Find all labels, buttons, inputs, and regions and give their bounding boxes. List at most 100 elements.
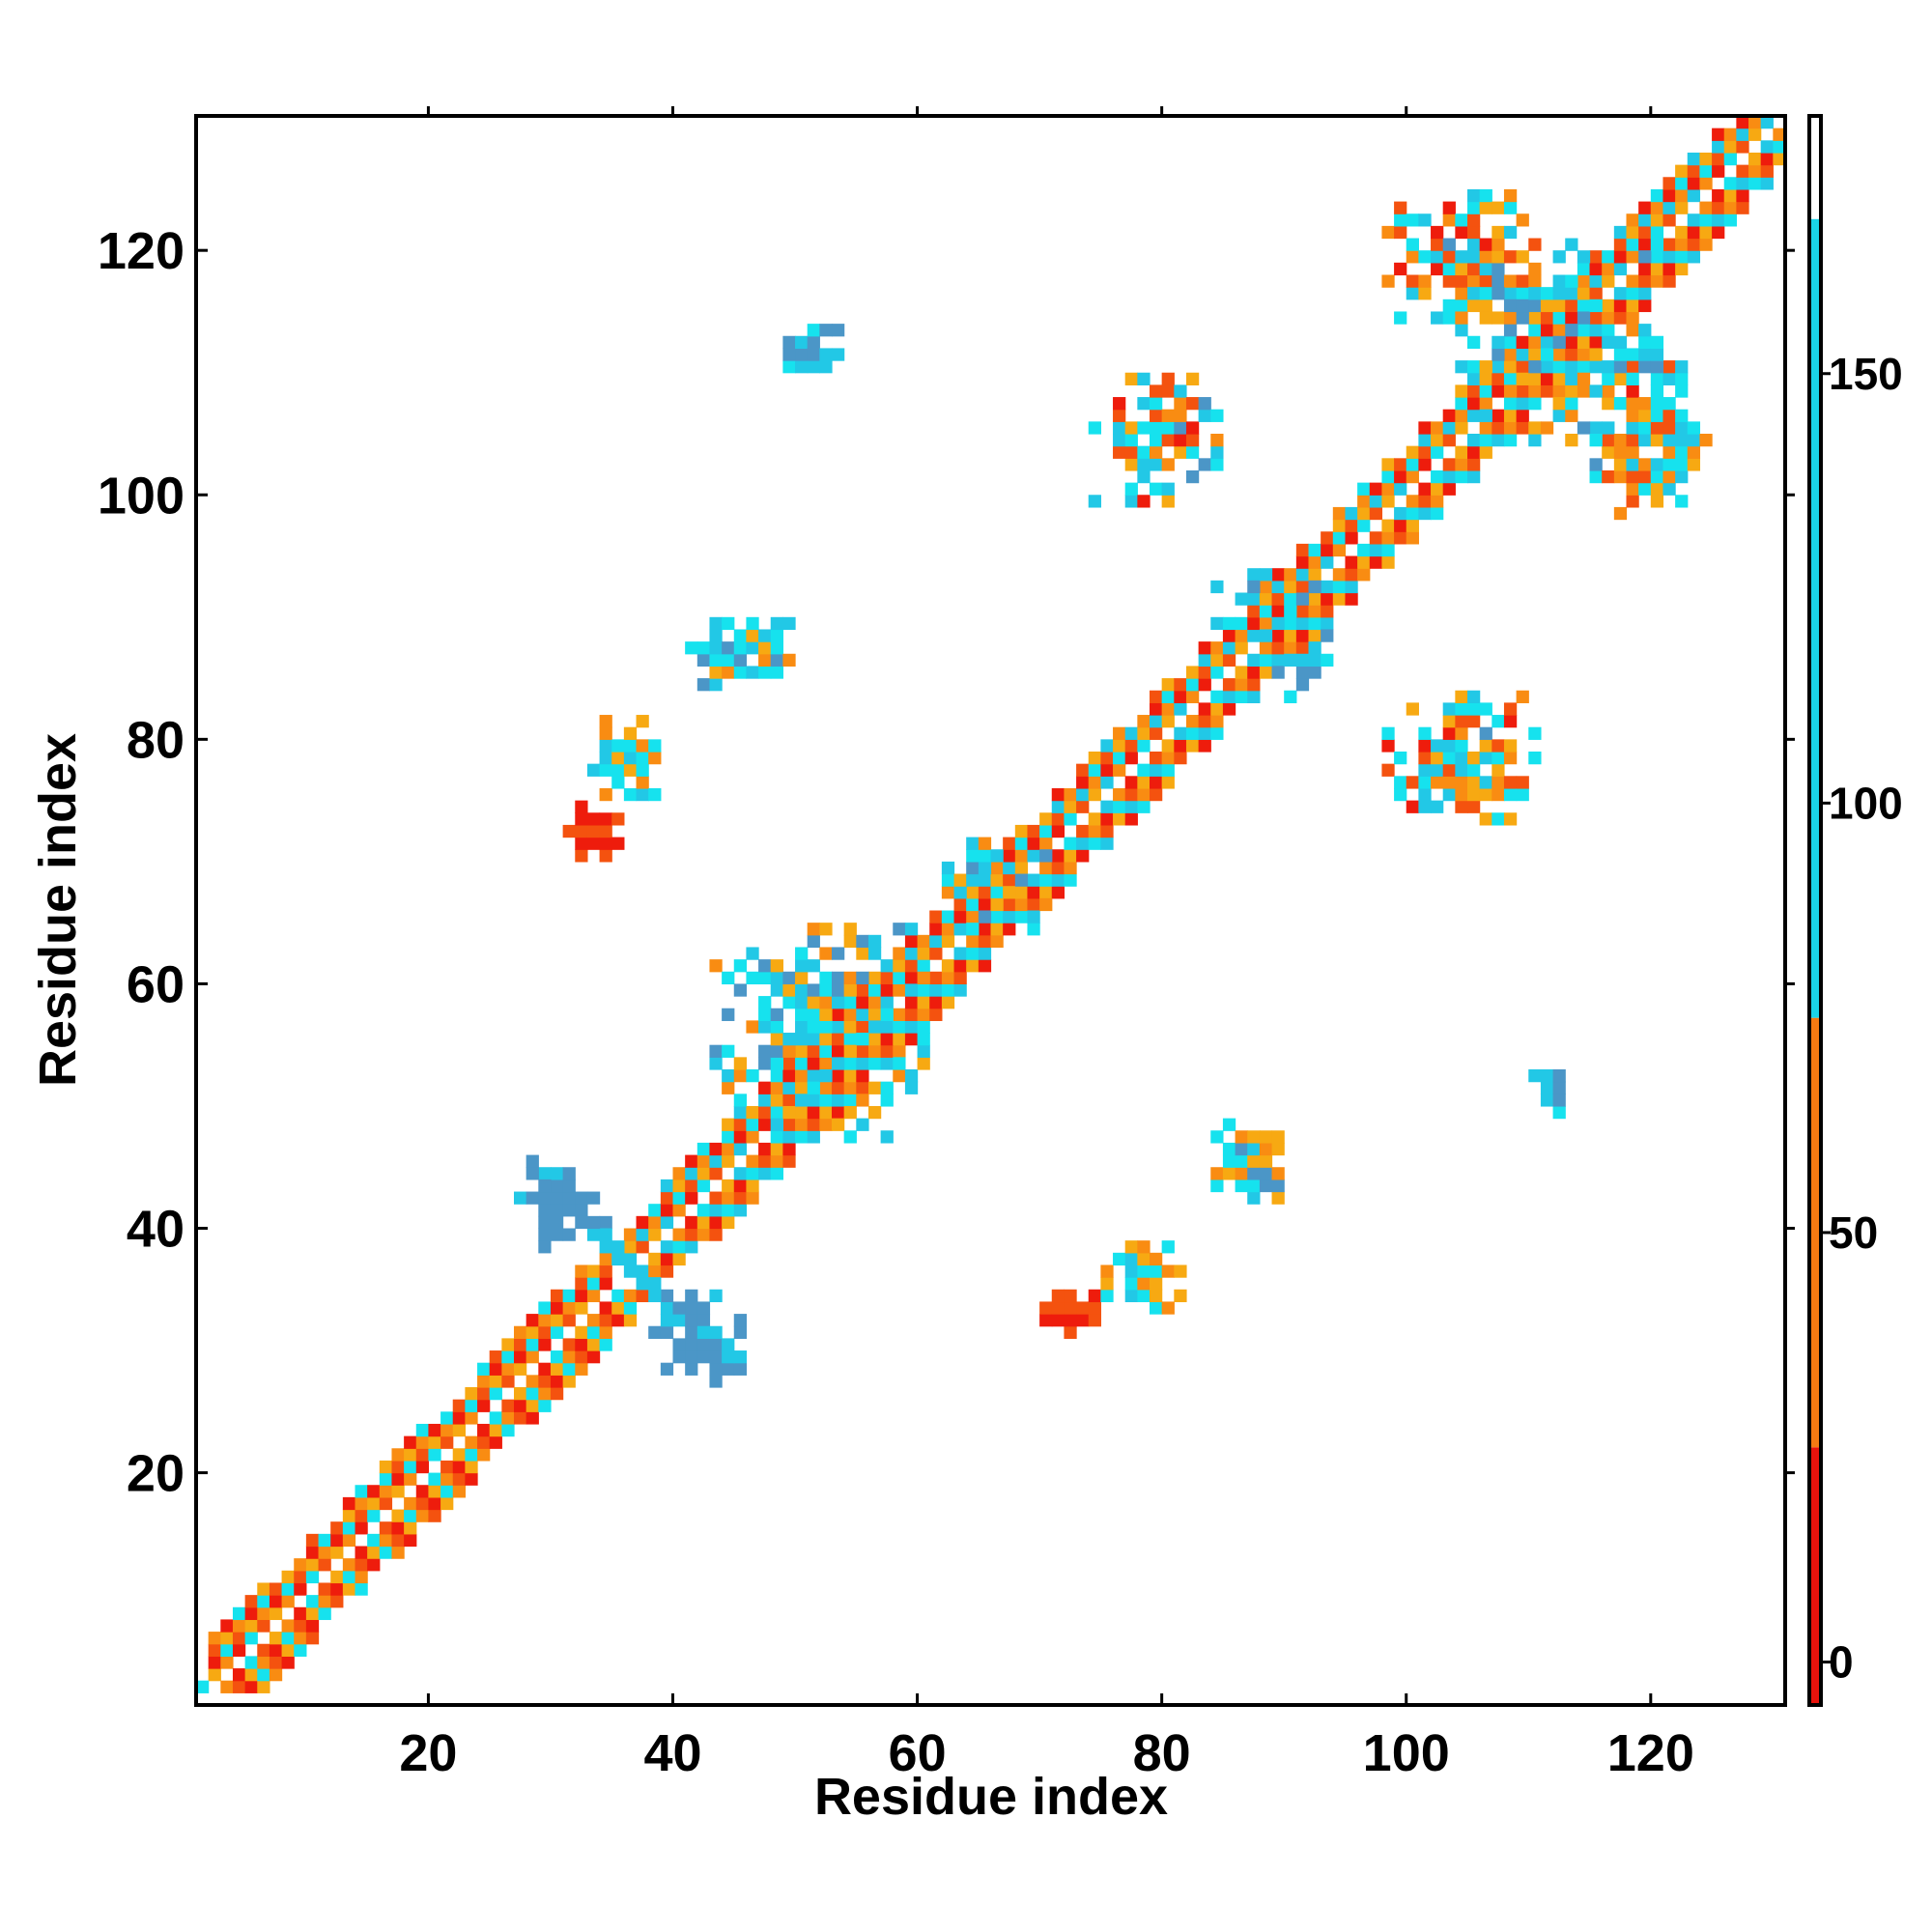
heatmap-cell	[672, 1252, 686, 1266]
heatmap-cell	[966, 861, 980, 875]
heatmap-cell	[1321, 543, 1334, 557]
heatmap-cell	[966, 947, 980, 960]
heatmap-cell	[904, 971, 919, 985]
heatmap-cell	[1418, 787, 1432, 802]
heatmap-cell	[1455, 287, 1468, 300]
heatmap-cell	[1321, 616, 1334, 631]
heatmap-cell	[1516, 372, 1529, 385]
heatmap-cell	[1027, 886, 1040, 899]
heatmap-cell	[599, 1338, 612, 1351]
heatmap-cell	[782, 360, 796, 374]
heatmap-cell	[685, 641, 698, 655]
heatmap-cell	[709, 641, 723, 655]
heatmap-cell	[807, 1020, 820, 1034]
heatmap-cell	[1174, 726, 1187, 740]
heatmap-cell	[1381, 555, 1395, 569]
heatmap-cell	[1295, 678, 1310, 692]
heatmap-cell	[269, 1668, 283, 1682]
heatmap-cell	[1662, 445, 1676, 459]
heatmap-cell	[330, 1595, 344, 1608]
heatmap-cell	[1039, 824, 1053, 838]
heatmap-cell	[244, 1632, 258, 1645]
heatmap-cell	[1650, 372, 1664, 385]
heatmap-cell	[1198, 458, 1211, 471]
heatmap-cell	[452, 1472, 466, 1486]
heatmap-cell	[1210, 409, 1224, 422]
heatmap-cell	[1064, 1325, 1077, 1339]
heatmap-cell	[636, 715, 649, 728]
heatmap-cell	[305, 1632, 320, 1645]
heatmap-cell	[770, 1154, 783, 1168]
heatmap-cell	[782, 1081, 796, 1094]
heatmap-cell	[1589, 287, 1603, 300]
heatmap-cell	[1124, 812, 1138, 826]
heatmap-cell	[1137, 715, 1151, 728]
heatmap-cell	[526, 1167, 539, 1180]
heatmap-cell	[709, 653, 723, 668]
heatmap-cell	[550, 1362, 564, 1376]
heatmap-cell	[294, 1643, 307, 1657]
heatmap-cell	[953, 983, 967, 997]
heatmap-cell	[1467, 335, 1481, 350]
heatmap-cell	[819, 923, 833, 936]
heatmap-cell	[1014, 873, 1029, 887]
heatmap-cell	[867, 1008, 882, 1021]
heatmap-cell	[819, 1044, 833, 1058]
heatmap-cell	[1650, 201, 1664, 214]
heatmap-cell	[1540, 348, 1554, 361]
heatmap-cell	[1479, 702, 1492, 716]
heatmap-cell	[1650, 421, 1664, 435]
heatmap-cell	[526, 1350, 539, 1364]
heatmap-cell	[660, 1252, 674, 1266]
heatmap-cell	[1039, 1301, 1053, 1315]
heatmap-cell	[782, 1044, 796, 1058]
heatmap-cell	[1247, 1154, 1261, 1168]
heatmap-cell	[501, 1399, 515, 1412]
heatmap-cell	[807, 1105, 820, 1120]
heatmap-cell	[1003, 897, 1016, 912]
heatmap-cell	[832, 348, 845, 361]
heatmap-cell	[1455, 250, 1468, 264]
heatmap-cell	[1332, 592, 1347, 606]
heatmap-cell	[269, 1656, 283, 1669]
heatmap-cell	[232, 1619, 246, 1633]
heatmap-cell	[1565, 360, 1578, 374]
heatmap-cell	[562, 1228, 576, 1241]
heatmap-cell	[1565, 238, 1578, 251]
heatmap-cell	[1455, 726, 1468, 740]
heatmap-cell	[294, 1570, 307, 1584]
heatmap-cell	[672, 1301, 686, 1315]
heatmap-cell	[232, 1643, 246, 1657]
heatmap-cell	[1051, 861, 1065, 875]
heatmap-cell	[575, 1264, 588, 1278]
heatmap-cell	[1577, 324, 1591, 337]
heatmap-cell	[318, 1546, 331, 1559]
heatmap-cell	[1455, 690, 1468, 703]
heatmap-cell	[1626, 360, 1639, 374]
heatmap-cell	[648, 752, 662, 765]
heatmap-cell	[1577, 250, 1591, 264]
heatmap-cell	[758, 1057, 772, 1070]
heatmap-cell	[501, 1411, 515, 1425]
heatmap-cell	[966, 923, 980, 936]
heatmap-cell	[355, 1485, 368, 1498]
heatmap-cell	[1076, 763, 1090, 777]
heatmap-cell	[990, 849, 1004, 863]
heatmap-cell	[917, 1044, 930, 1058]
heatmap-cell	[1174, 409, 1187, 422]
heatmap-cell	[1088, 1301, 1101, 1315]
heatmap-cell	[770, 1105, 783, 1120]
heatmap-cell	[1479, 434, 1492, 447]
heatmap-cell	[342, 1582, 356, 1596]
heatmap-cell	[1394, 225, 1407, 240]
heatmap-cell	[1516, 213, 1529, 227]
heatmap-cell	[599, 787, 612, 802]
y-tick-label: 100	[98, 467, 185, 525]
heatmap-cell	[660, 1191, 674, 1205]
heatmap-cell	[1687, 225, 1701, 240]
heatmap-cell	[1638, 360, 1652, 374]
heatmap-cell	[1210, 1167, 1224, 1180]
heatmap-cell	[1137, 445, 1151, 459]
heatmap-cell	[1736, 116, 1749, 129]
heatmap-cell	[1503, 812, 1518, 826]
